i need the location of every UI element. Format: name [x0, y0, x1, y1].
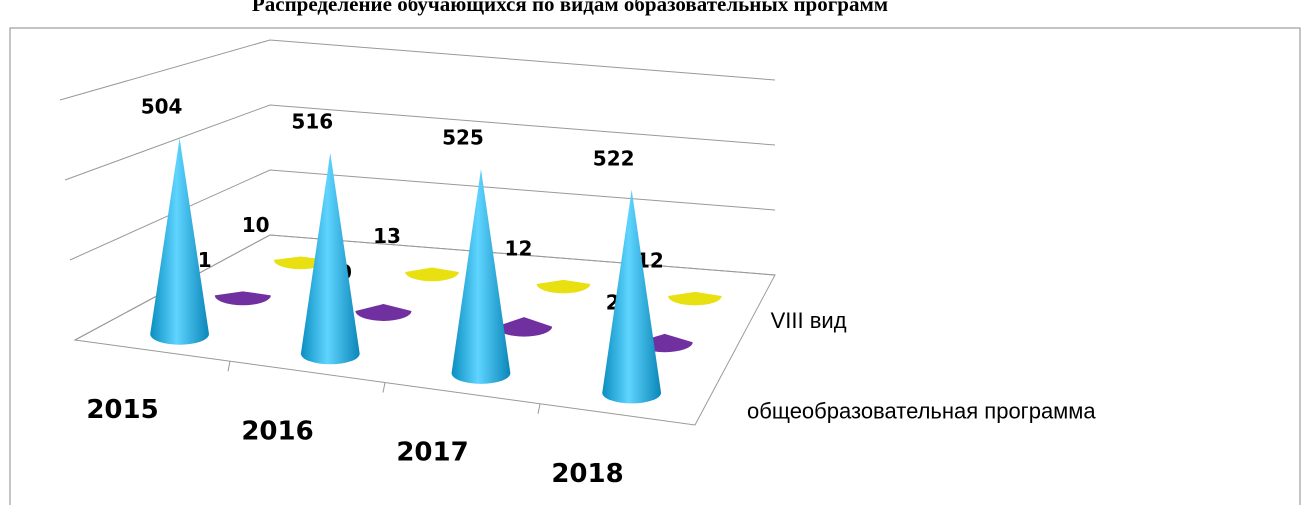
axis-tick [227, 361, 231, 372]
x-tick-label: 2018 [551, 459, 623, 489]
axis-tick [537, 403, 541, 414]
data-label: 13 [373, 224, 401, 248]
grid-line [59, 39, 776, 101]
data-label: 516 [291, 109, 333, 133]
grid-line [74, 234, 776, 341]
chart-title: Распределение обучающихся по видам образ… [252, 0, 888, 16]
cone [405, 267, 459, 282]
cone [150, 138, 209, 345]
series-label: общеобразовательная программа [747, 398, 1096, 423]
data-label: 12 [505, 236, 533, 260]
data-label: 522 [593, 146, 635, 170]
series-label: VIII вид [771, 308, 847, 333]
data-label: 504 [141, 95, 183, 119]
chart-border [9, 27, 1301, 505]
data-label: 525 [442, 126, 484, 150]
x-tick-label: 2015 [86, 395, 158, 425]
axis-tick [382, 382, 386, 393]
data-label: 10 [242, 213, 270, 237]
cone [668, 291, 722, 306]
cone [602, 189, 662, 404]
cone [451, 169, 511, 384]
cone [355, 304, 412, 321]
cone [536, 279, 591, 294]
cone [214, 291, 271, 306]
grid-line [64, 104, 776, 181]
grid-line [69, 169, 776, 261]
cone [496, 317, 553, 337]
x-tick-label: 2016 [241, 416, 313, 446]
cone [300, 152, 360, 365]
x-tick-label: 2017 [396, 438, 468, 468]
